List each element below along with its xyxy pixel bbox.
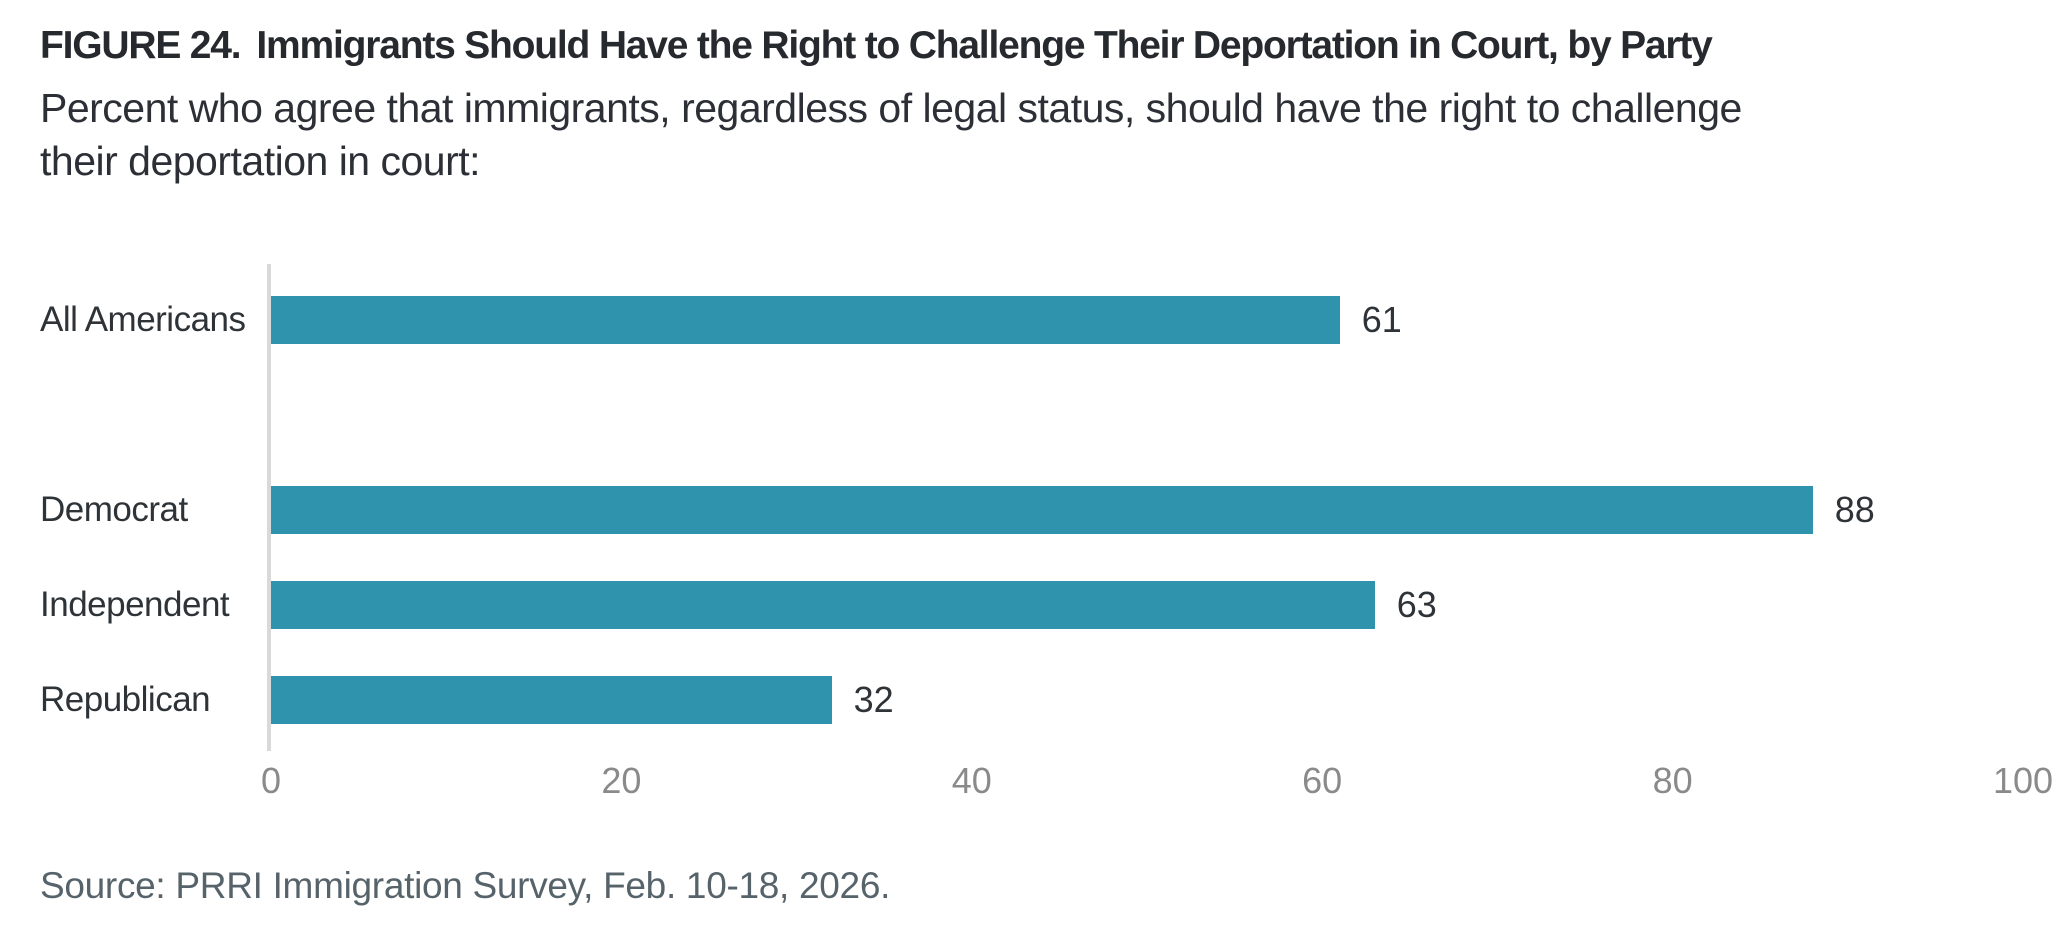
bar-track: 88 <box>271 486 2023 534</box>
figure-title: FIGURE 24. Immigrants Should Have the Rig… <box>40 22 2023 70</box>
x-axis: 0 20 40 60 80 100 <box>261 751 2053 801</box>
bar <box>271 676 832 724</box>
category-label: Republican <box>40 680 211 719</box>
value-label: 88 <box>1834 489 1875 530</box>
x-tick-label: 60 <box>1302 760 1343 801</box>
bar-track: 61 <box>271 296 2023 344</box>
bar-chart: All Americans 61 Democrat 88 Independent… <box>40 264 2023 751</box>
x-tick-label: 100 <box>1992 760 2054 801</box>
source-note: Source: PRRI Immigration Survey, Feb. 10… <box>40 865 891 906</box>
bar-row-all-americans: All Americans 61 <box>40 296 2023 344</box>
bar-track: 32 <box>271 676 2023 724</box>
figure-subtitle: Percent who agree that immigrants, regar… <box>40 82 2023 188</box>
bar <box>271 486 1813 534</box>
x-tick-label: 80 <box>1652 760 1693 801</box>
figure-title-text: Immigrants Should Have the Right to Chal… <box>256 24 1712 67</box>
y-axis-line <box>267 264 271 751</box>
value-label: 32 <box>853 679 894 720</box>
bar <box>271 581 1375 629</box>
value-label: 63 <box>1396 584 1437 625</box>
bar-row-republican: Republican 32 <box>40 676 2023 724</box>
category-label: Independent <box>40 585 230 624</box>
category-label: Democrat <box>40 490 188 529</box>
bar-row-independent: Independent 63 <box>40 581 2023 629</box>
subtitle-line-1: Percent who agree that immigrants, regar… <box>40 85 1742 131</box>
bar <box>271 296 1340 344</box>
figure-number-label: FIGURE 24. <box>40 24 242 67</box>
x-tick-label: 40 <box>951 760 992 801</box>
bar-row-democrat: Democrat 88 <box>40 486 2023 534</box>
bar-track: 63 <box>271 581 2023 629</box>
subtitle-line-2: their deportation in court: <box>40 138 481 184</box>
category-label: All Americans <box>40 300 246 339</box>
x-tick-label: 20 <box>601 760 642 801</box>
x-tick-label: 0 <box>260 760 282 801</box>
value-label: 61 <box>1361 299 1402 340</box>
